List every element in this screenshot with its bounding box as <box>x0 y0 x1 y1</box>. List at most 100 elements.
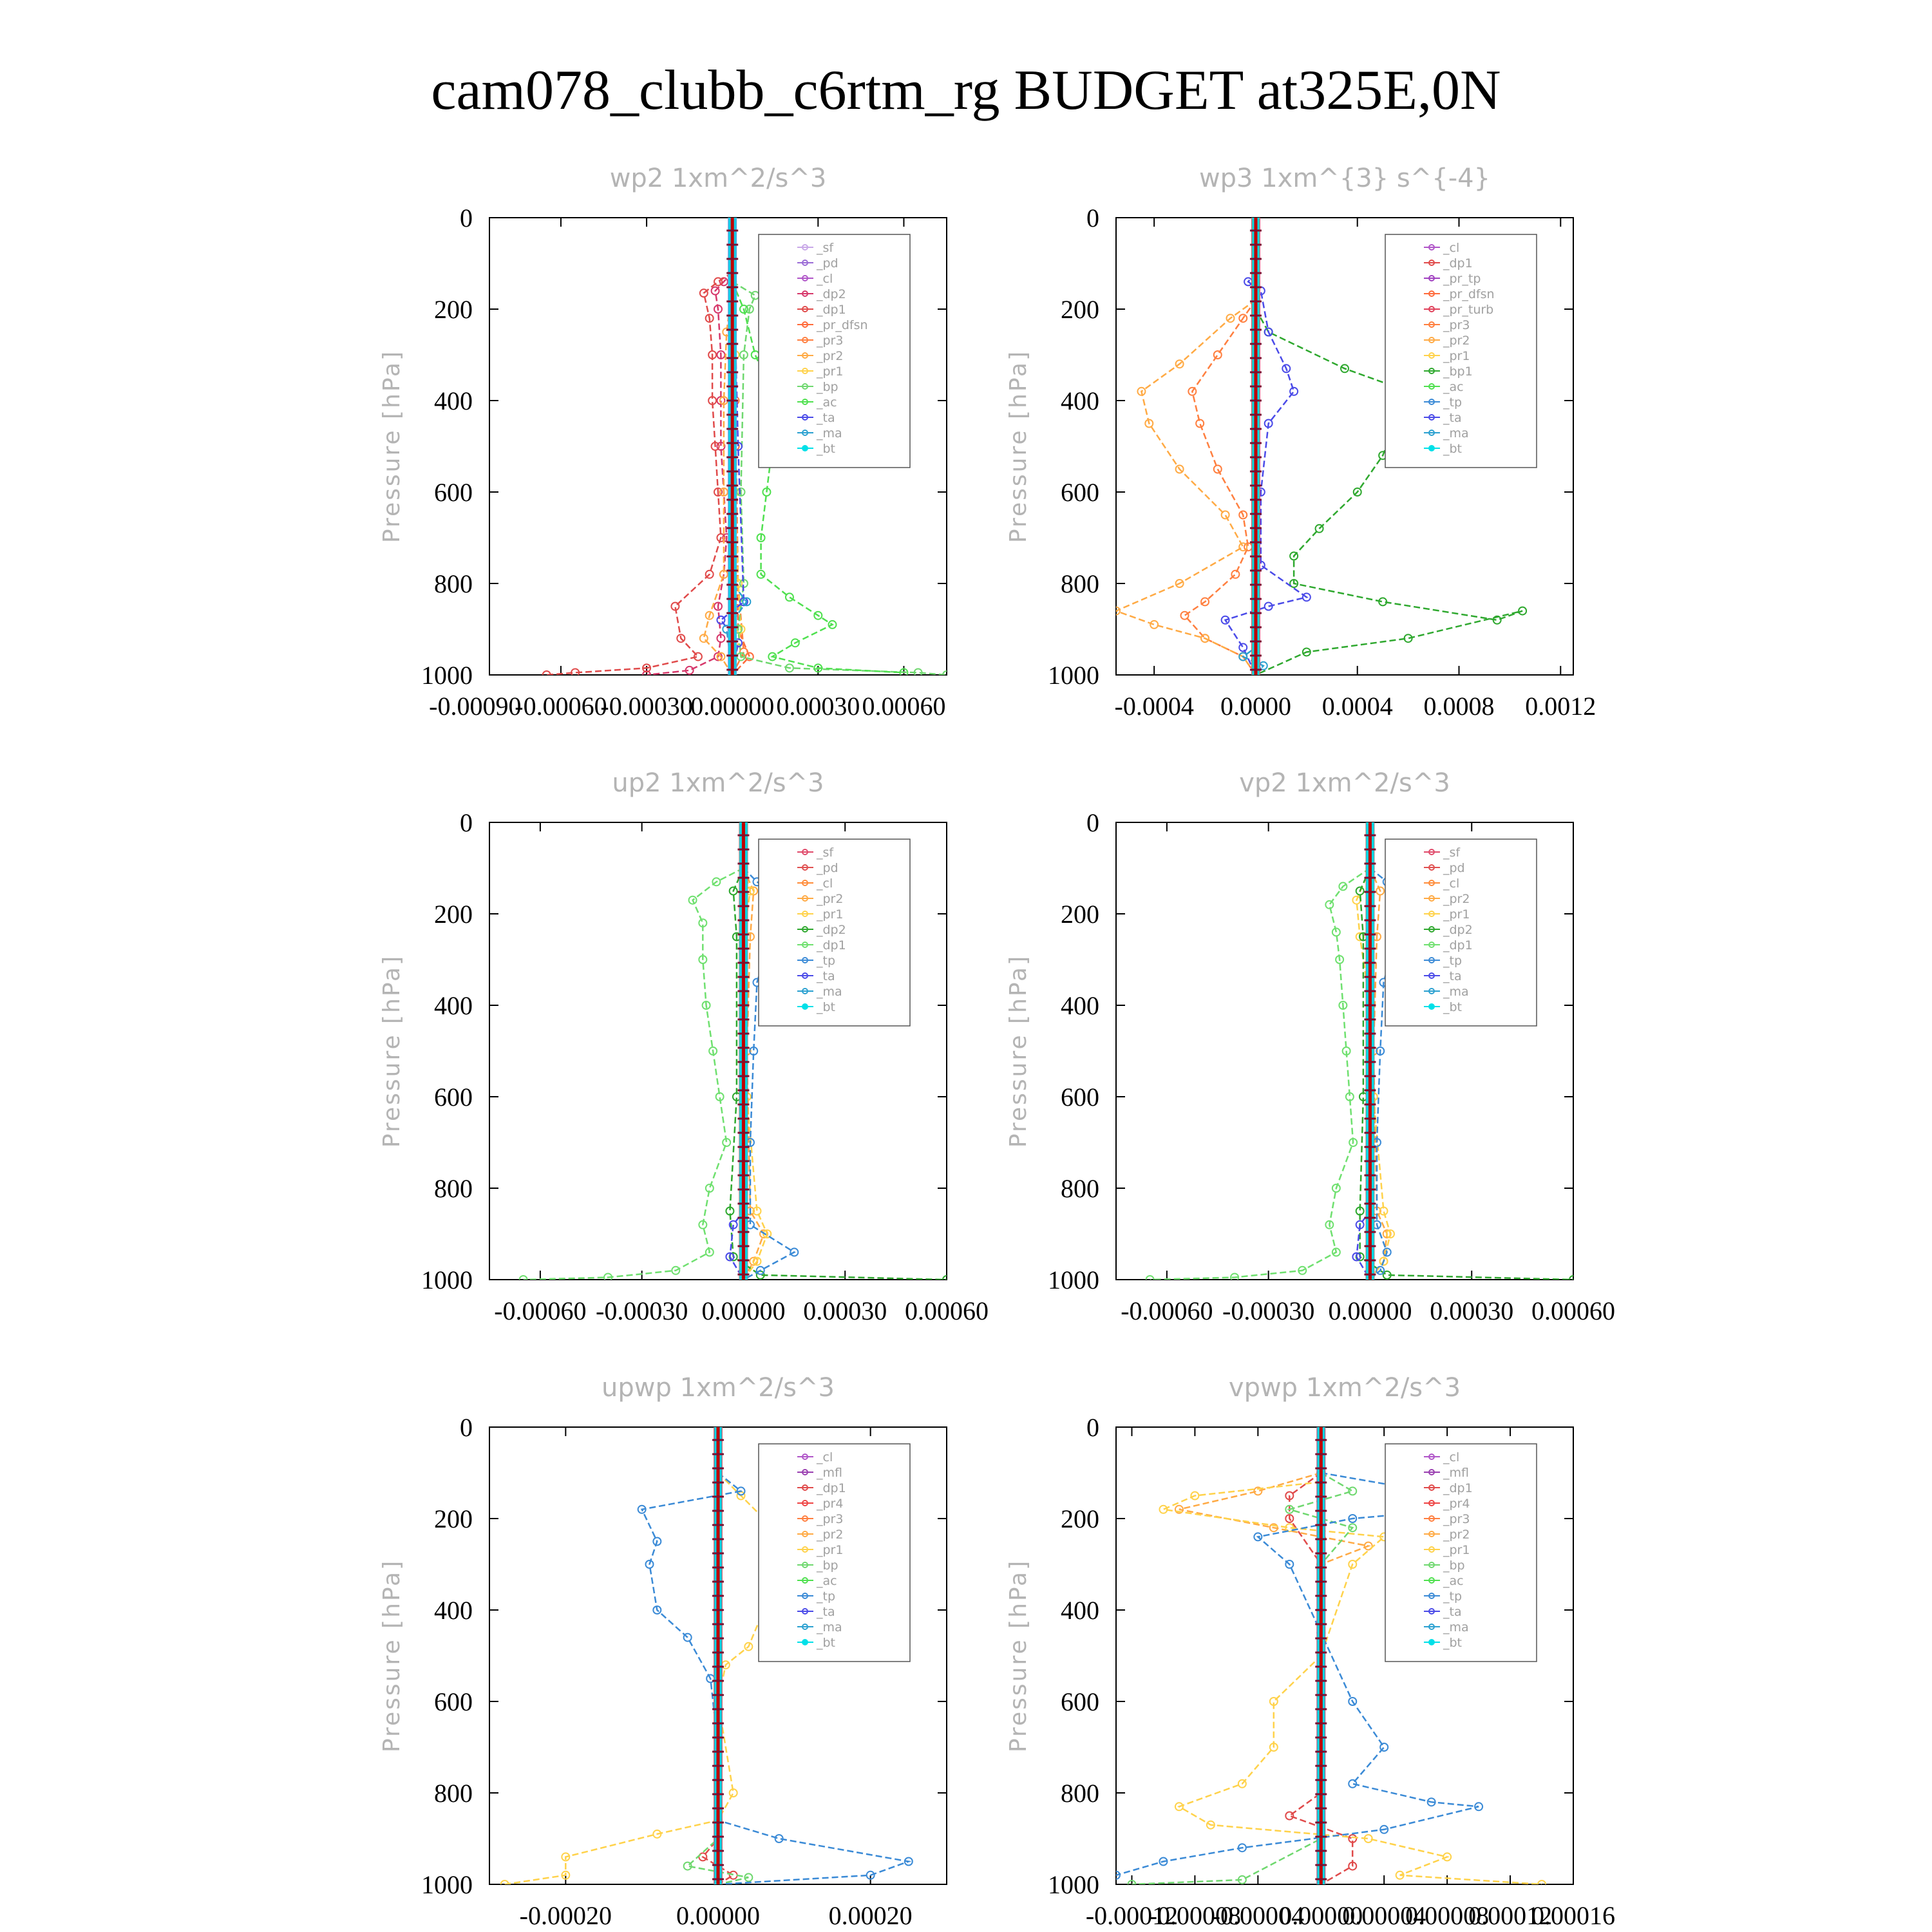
series-marker <box>790 1247 799 1257</box>
legend-marker <box>1428 849 1435 855</box>
y-tick-label: 800 <box>434 569 473 598</box>
x-tick-label: 0.00000 <box>701 1296 785 1325</box>
y-tick-label: 800 <box>1061 569 1099 598</box>
series-marker <box>736 1486 746 1496</box>
series-marker <box>744 305 754 314</box>
series-marker <box>1298 1265 1307 1275</box>
series-marker <box>828 620 837 629</box>
legend-marker <box>1428 1500 1435 1506</box>
series-marker <box>1264 327 1273 337</box>
series-marker <box>1379 1743 1389 1752</box>
series-marker <box>728 1870 738 1880</box>
series-line-pr3 <box>1183 299 1256 675</box>
series-marker <box>1285 1811 1294 1821</box>
legend-marker <box>1428 337 1435 343</box>
series-marker <box>1325 1220 1334 1229</box>
series-marker <box>670 601 680 611</box>
series-marker <box>722 1138 732 1147</box>
legend-marker <box>1428 1639 1435 1645</box>
legend-label: _tp <box>1443 1589 1462 1604</box>
series-marker <box>708 350 717 359</box>
legend-marker <box>1428 290 1435 297</box>
series-marker <box>1144 419 1154 428</box>
series-marker <box>1349 1138 1358 1147</box>
series-marker <box>774 1834 784 1843</box>
series-marker <box>652 1829 662 1839</box>
legend-label: _pr3 <box>1443 318 1470 332</box>
plot-frame <box>1115 1426 1574 1885</box>
y-tick-label: 800 <box>434 1779 473 1808</box>
series-marker <box>1331 1184 1341 1193</box>
series-marker <box>1325 900 1334 909</box>
series-marker <box>1175 359 1184 369</box>
y-tick-label: 400 <box>1061 386 1099 415</box>
x-tick-label: 0.00060 <box>862 692 945 721</box>
legend-marker <box>802 1593 808 1599</box>
series-marker <box>1237 1843 1247 1853</box>
legend-label: _ma <box>1443 985 1469 999</box>
series-marker <box>500 1880 509 1884</box>
series-marker <box>1352 1252 1361 1262</box>
series-marker <box>1355 1220 1365 1229</box>
legend-label: _pr3 <box>1443 1512 1470 1526</box>
y-tick-label: 800 <box>1061 1174 1099 1203</box>
legend-marker <box>1428 1003 1435 1010</box>
series-marker <box>685 665 694 675</box>
series-marker <box>716 652 726 661</box>
series-line-dp1 <box>1150 867 1371 1280</box>
legend-label: _bt <box>816 442 835 456</box>
legend-label: _dp2 <box>1443 923 1473 937</box>
series-marker <box>904 1857 913 1866</box>
legend-marker <box>802 260 808 266</box>
y-tick-label: 200 <box>1061 295 1099 324</box>
x-tick-label: 0.0004 <box>1322 692 1393 721</box>
legend-marker <box>802 849 808 855</box>
series-marker <box>1363 1834 1373 1843</box>
legend-label: _cl <box>816 876 833 891</box>
series-marker <box>710 286 720 296</box>
legend-marker <box>1428 260 1435 266</box>
legend-label: _ma <box>816 1620 842 1634</box>
x-tick-label: -0.00060 <box>515 692 607 721</box>
series-marker <box>784 592 794 602</box>
x-tick-label: -0.00030 <box>596 1296 688 1325</box>
x-tick-label: 0.00030 <box>776 692 860 721</box>
legend-label: _pr1 <box>1443 907 1470 922</box>
series-marker <box>752 1256 762 1266</box>
legend-label: _bp <box>816 380 838 394</box>
series-marker <box>728 886 738 896</box>
series-marker <box>714 488 723 497</box>
y-tick-label: 0 <box>460 204 473 232</box>
series-marker <box>762 488 772 497</box>
series-marker <box>1195 419 1205 428</box>
series-marker <box>561 1852 571 1862</box>
legend-marker <box>802 321 808 328</box>
series-marker <box>725 1252 735 1262</box>
series-marker <box>642 663 652 673</box>
series-marker <box>1302 647 1311 657</box>
legend-label: _bt <box>816 1000 835 1014</box>
series-marker <box>1159 1504 1168 1514</box>
legend-label: _ac <box>816 395 837 410</box>
x-tick-label: 0.00016 <box>1531 1901 1615 1930</box>
series-marker <box>714 305 723 314</box>
series-marker <box>637 1504 647 1514</box>
legend-label: _ta <box>816 1605 835 1619</box>
legend-label: _bt <box>1443 442 1462 456</box>
legend-label: _pr1 <box>816 1543 843 1557</box>
series-marker <box>1348 1779 1358 1788</box>
series-marker <box>712 877 721 887</box>
series-marker <box>1116 606 1121 616</box>
y-tick-label: 1000 <box>1048 661 1099 690</box>
legend-label: _cl <box>1443 241 1459 255</box>
y-tick-label: 200 <box>434 900 473 929</box>
legend-box <box>758 838 911 1027</box>
legend-label: _mfl <box>1443 1466 1469 1480</box>
series-marker <box>736 625 746 634</box>
x-tick-label: -0.0004 <box>1115 692 1194 721</box>
legend-label: _ma <box>816 426 842 440</box>
legend-label: _dp1 <box>1443 938 1473 952</box>
legend-marker <box>802 1515 808 1522</box>
series-marker <box>1237 1875 1247 1884</box>
legend-label: _bt <box>1443 1636 1462 1650</box>
